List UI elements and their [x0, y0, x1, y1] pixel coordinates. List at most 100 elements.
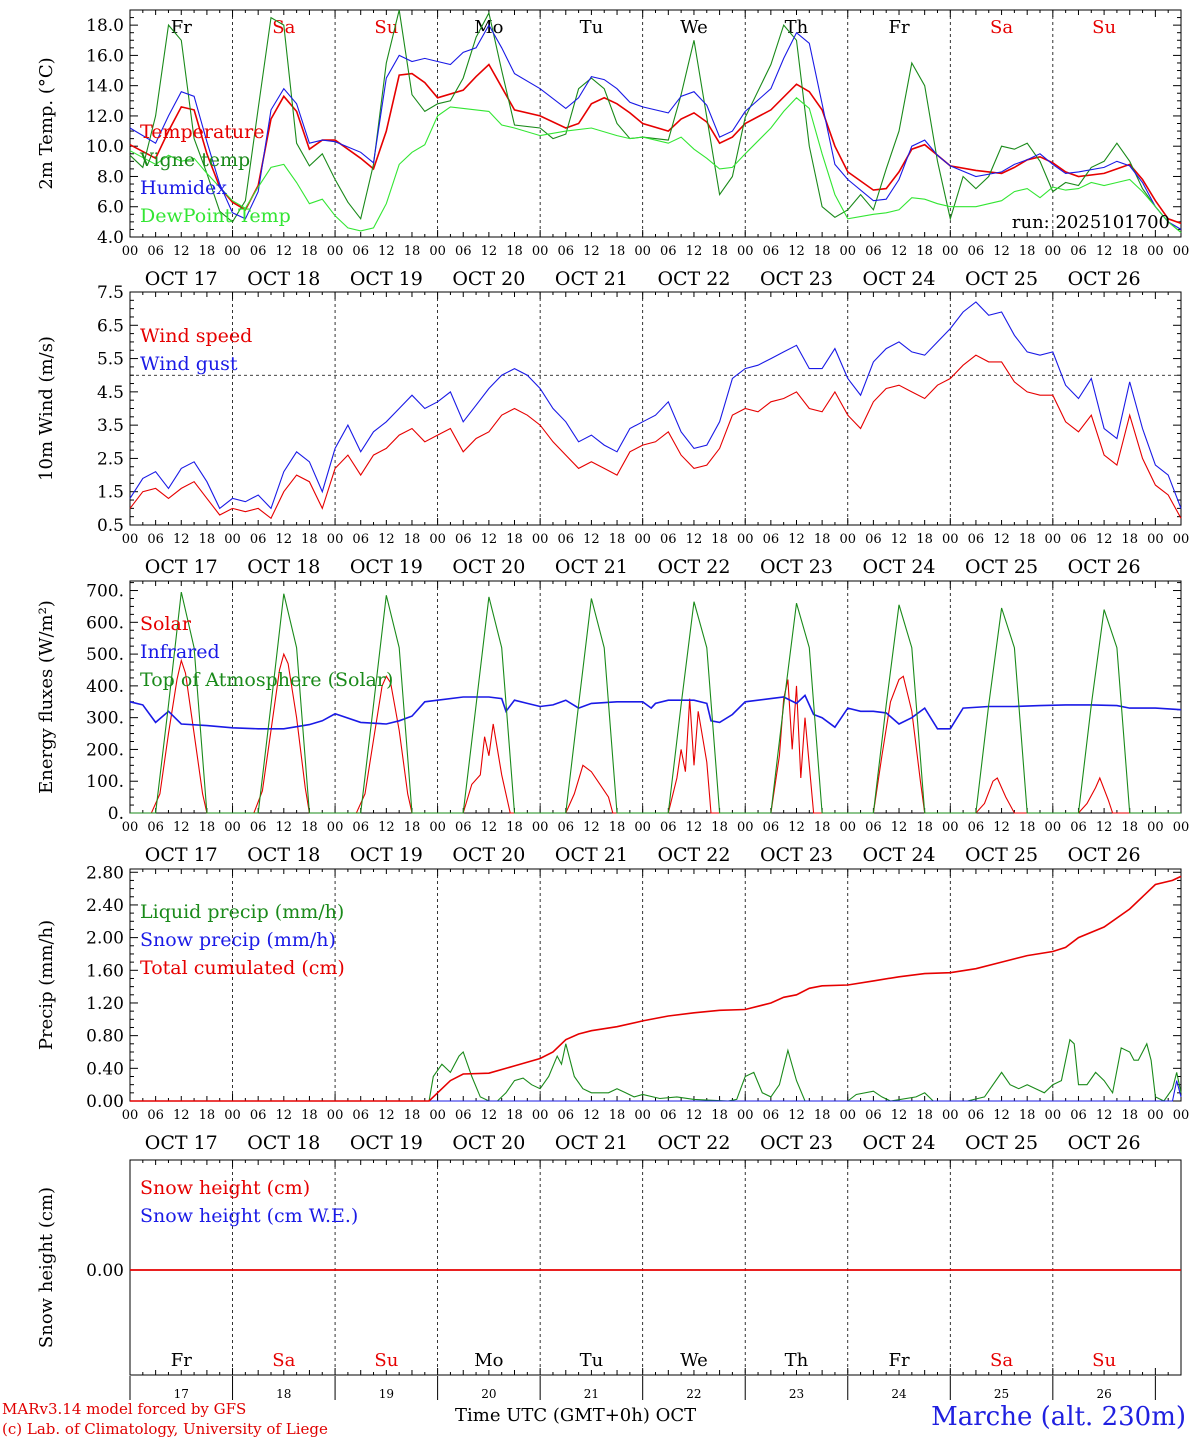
hour-tick-label: 06 [352, 244, 369, 259]
hour-tick-label: 06 [147, 532, 164, 547]
hour-tick-label: 18 [404, 532, 421, 547]
date-label: OCT 26 [1068, 1132, 1141, 1154]
hour-tick-label: 06 [968, 1108, 985, 1123]
y-tick-label: 4.5 [97, 383, 124, 403]
hour-tick-label: 18 [814, 1108, 831, 1123]
hour-tick-label: 18 [711, 532, 728, 547]
hour-tick-label: 12 [686, 1108, 703, 1123]
date-label: OCT 19 [350, 844, 423, 866]
date-label: OCT 18 [247, 268, 320, 290]
hour-tick-label: 06 [558, 1108, 575, 1123]
date-label: OCT 20 [452, 268, 525, 290]
hour-tick-label: 00 [327, 532, 344, 547]
hour-tick-label: 06 [558, 532, 575, 547]
day-name: Su [1092, 1350, 1116, 1371]
panel-5: 0.00 Fr 17 Sa 18 Su 19 Mo 20 Tu 21 We 22 Th 23 Fr 24 Sa 25… [36, 1159, 1182, 1401]
hour-tick-label: 00 [327, 244, 344, 259]
hour-tick-label: 06 [250, 244, 267, 259]
y-tick-label: 1.60 [86, 961, 124, 981]
day-name: We [680, 17, 708, 38]
day-name: Th [785, 17, 809, 38]
hour-tick-label: 00 [839, 532, 856, 547]
location-label: Marche (alt. 230m) [931, 1402, 1186, 1432]
hour-tick-label: 00 [224, 1108, 241, 1123]
hour-tick-label: 18 [609, 820, 626, 835]
hour-tick-label: 12 [686, 820, 703, 835]
hour-tick-label: 00 [1147, 532, 1164, 547]
date-label: OCT 26 [1068, 268, 1141, 290]
hour-tick-label: 18 [814, 532, 831, 547]
date-label: OCT 26 [1068, 556, 1141, 578]
hour-tick-label: 00 [122, 820, 139, 835]
series-line-vigne-temp [129, 9, 1182, 233]
y-axis-label: 2m Temp. (°C) [36, 57, 57, 189]
hour-tick-label: 00 [1147, 1108, 1164, 1123]
legend-entry: Snow height (cm) [140, 1177, 310, 1199]
hour-tick-label: 18 [916, 1108, 933, 1123]
day-name: Su [374, 17, 398, 38]
hour-tick-label: 06 [250, 532, 267, 547]
hour-tick-label: 06 [660, 820, 677, 835]
day-name: Sa [990, 17, 1013, 38]
hour-tick-label: 06 [147, 244, 164, 259]
hour-tick-label: 12 [993, 244, 1010, 259]
hour-tick-label: 18 [814, 244, 831, 259]
day-name: Fr [171, 17, 192, 38]
series-line-liquid-precip-mm-h [130, 1038, 1182, 1102]
run-annotation: run: 2025101700 [1012, 212, 1170, 233]
hour-tick-label: 18 [506, 1108, 523, 1123]
hour-tick-label: 12 [1096, 820, 1113, 835]
hour-tick-label: 18 [916, 244, 933, 259]
hour-tick-label: 06 [455, 244, 472, 259]
hour-tick-label: 18 [404, 1108, 421, 1123]
series-line-top-of-atmosphere-solar [130, 591, 1181, 814]
hour-tick-label: 12 [788, 244, 805, 259]
hour-tick-label: 12 [276, 1108, 293, 1123]
legend-entry: Vigne temp [139, 149, 250, 171]
hour-tick-label: 06 [147, 820, 164, 835]
day-name: Mo [474, 1350, 503, 1371]
hour-tick-label: 18 [1121, 1108, 1138, 1123]
hour-tick-label: 18 [814, 820, 831, 835]
hour-tick-label: 12 [583, 820, 600, 835]
hour-tick-label: 18 [1019, 244, 1036, 259]
series-line-humidex [129, 23, 1182, 230]
hour-tick-label: 00 [1045, 244, 1062, 259]
hour-tick-label: 12 [481, 1108, 498, 1123]
day-name: Tu [580, 1350, 604, 1371]
hour-tick-label: 06 [352, 532, 369, 547]
panel-2: 0.5 1.5 2.5 3.5 4.5 5.5 6.5 7.5 00 06 12 18 00 06 12 18… [36, 283, 1189, 578]
hour-tick-label: 06 [865, 820, 882, 835]
hour-tick-label: 00 [942, 820, 959, 835]
y-tick-label: 1.20 [86, 994, 124, 1014]
hour-tick-label: 06 [968, 244, 985, 259]
legend-entry: Top of Atmosphere (Solar) [140, 669, 393, 691]
hour-tick-label: 06 [1070, 820, 1087, 835]
hour-tick-label: 00 [327, 820, 344, 835]
date-label: OCT 17 [145, 268, 218, 290]
y-tick-label: 5.5 [97, 350, 124, 370]
hour-tick-label: 00 [942, 532, 959, 547]
hour-tick-label: 00 [122, 1108, 139, 1123]
series-line-dewpoint-temp [129, 97, 1182, 233]
hour-tick-label: 06 [763, 820, 780, 835]
day-name: Tu [580, 17, 604, 38]
day-number: 23 [789, 1387, 804, 1401]
y-tick-label: 2.80 [86, 863, 124, 883]
date-label: OCT 22 [657, 268, 730, 290]
y-tick-label: 0.80 [86, 1027, 124, 1047]
hour-tick-label: 00 [224, 244, 241, 259]
day-number: 17 [174, 1387, 189, 1401]
hour-tick-label: 18 [1121, 244, 1138, 259]
hour-tick-label: 12 [583, 1108, 600, 1123]
hour-tick-label: 06 [1070, 1108, 1087, 1123]
hour-tick-label: 12 [276, 244, 293, 259]
hour-tick-label: 06 [1070, 244, 1087, 259]
date-label: OCT 18 [247, 556, 320, 578]
hour-tick-label: 12 [686, 244, 703, 259]
date-label: OCT 18 [247, 844, 320, 866]
y-tick-label: 500. [86, 645, 124, 665]
y-tick-label: 700. [86, 582, 124, 602]
day-name: Su [1092, 17, 1116, 38]
time-label: Time UTC (GMT+0h) [455, 1405, 650, 1426]
